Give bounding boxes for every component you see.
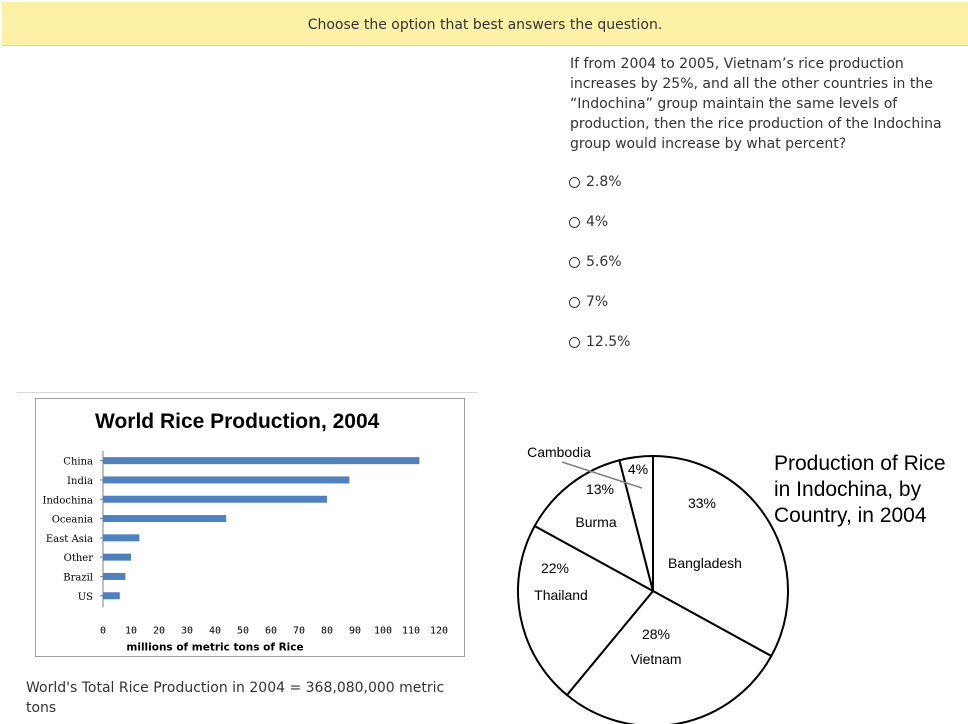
x-tick-label: 10 [125,625,137,636]
x-tick-label: 30 [181,625,193,636]
pie-chart: Bangladesh 33% Vietnam 28% Thailand 22% Cambod… [517,444,946,724]
x-tick-label: 90 [349,625,361,636]
x-tick-label: 60 [265,625,277,636]
category-label: Oceania [52,515,93,526]
bar-china [103,457,420,465]
slice-name-label: Thailand [534,587,588,603]
slice-name-label: Burma [575,514,616,530]
pie-chart-title: Country, in 2004 [774,504,927,527]
category-label: US [78,592,93,603]
x-tick-label: 20 [153,625,165,636]
category-label: Indochina [43,495,93,506]
x-tick-label: 80 [321,625,333,636]
chart-frame [35,398,465,657]
category-label: China [63,457,93,468]
option-label: 5.6% [586,254,622,270]
bar-other [103,553,131,561]
answer-option-3[interactable]: 5.6% [569,242,630,282]
slice-name-label: Bangladesh [668,555,742,571]
radio-button[interactable] [569,256,580,268]
option-label: 2.8% [586,174,622,190]
slice-percent-label: 33% [688,495,716,511]
answer-option-2[interactable]: 4% [569,202,630,242]
question-text: If from 2004 to 2005, Vietnam’s rice pro… [570,56,942,152]
radio-button[interactable] [569,296,580,308]
slice-name-label: Cambodia [527,444,591,460]
option-label: 12.5% [586,334,631,350]
slice-percent-label: 28% [642,626,670,642]
slice-percent-label: 22% [541,560,569,576]
bar-chart-title: World Rice Production, 2004 [95,410,380,433]
radio-button[interactable] [569,216,580,228]
category-label: India [67,476,93,487]
total-production-note: World's Total Rice Production in 2004 = … [26,680,445,716]
bar-us [103,592,120,600]
pie-slice-cambodia [533,459,655,593]
pie-chart-title: Production of Rice [774,452,946,475]
x-tick-label: 110 [402,625,420,636]
slice-percent-label: 4% [628,461,648,477]
slice-name-label: Vietnam [630,651,681,667]
bar-oceania [103,515,227,523]
instruction-text: Choose the option that best answers the … [307,17,663,33]
bar-brazil [103,572,126,580]
answer-options: 2.8% 4% 5.6% 7% 12.5% [569,162,630,362]
x-tick-label: 40 [209,625,221,636]
option-label: 4% [586,214,609,230]
bar-india [103,476,350,484]
section-divider [17,392,477,393]
answer-option-1[interactable]: 2.8% [569,162,630,202]
answer-option-5[interactable]: 12.5% [569,322,630,362]
pie-slice-burma [618,454,654,592]
x-axis-label: millions of metric tons of Rice [126,641,303,653]
category-label: East Asia [46,534,93,545]
slice-percent-label: 13% [586,481,614,497]
bar-east-asia [103,534,140,542]
category-label: Other [64,553,94,564]
bar-indochina [103,495,327,503]
radio-button[interactable] [569,336,580,348]
bar-chart: World Rice Production, 2004 China India Ind… [35,398,465,657]
x-tick-label: 120 [430,625,448,636]
x-tick-label: 0 [100,625,106,636]
instruction-banner: Choose the option that best answers the … [2,2,968,46]
x-tick-label: 100 [374,625,392,636]
category-label: Brazil [63,572,93,583]
option-label: 7% [586,294,609,310]
pie-chart-title: in Indochina, by [774,478,922,501]
x-tick-label: 70 [293,625,305,636]
pie-slice-bangladesh [652,454,789,658]
pie-slice-thailand [517,524,655,697]
x-tick-label: 50 [237,625,249,636]
cambodia-leader-line [561,461,643,489]
answer-option-4[interactable]: 7% [569,282,630,322]
radio-button[interactable] [569,176,580,188]
